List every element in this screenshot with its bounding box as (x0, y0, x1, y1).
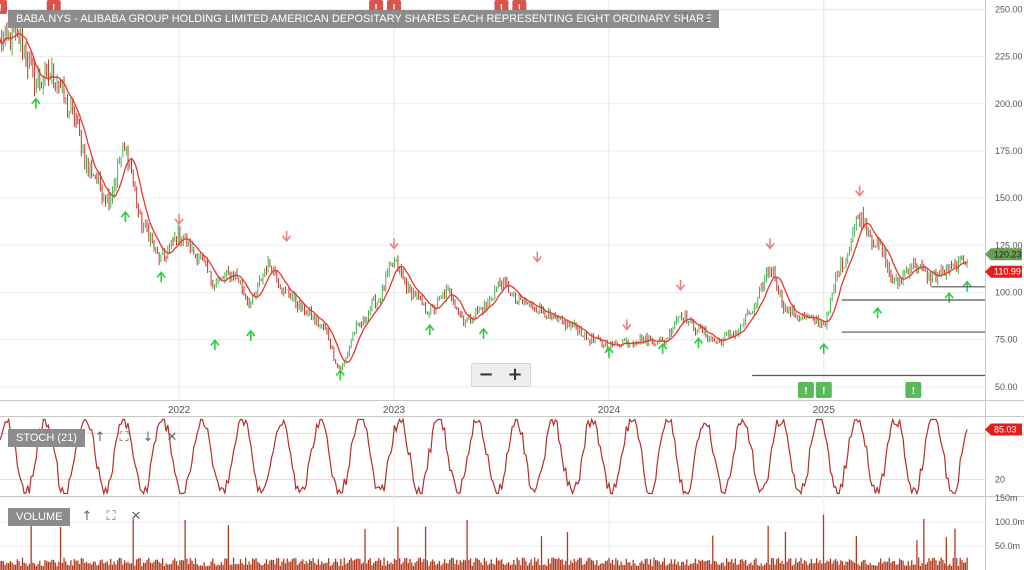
price-axis-tick: 100.00 (995, 287, 1023, 297)
arrow-up-icon[interactable]: ↑ (81, 509, 93, 524)
event-flag-label: ! (52, 3, 55, 14)
x-axis-tick: 2025 (813, 405, 836, 416)
sell-signal-arrow (855, 185, 865, 197)
buy-signal-arrow (872, 306, 883, 319)
zoom-control: − + (471, 363, 531, 387)
price-axis-tick: 75.00 (995, 335, 1018, 345)
close-icon[interactable]: ✕ (130, 509, 142, 524)
event-flag-label: ! (912, 386, 915, 397)
event-flag (815, 382, 832, 398)
sell-signal-arrow (532, 251, 542, 263)
buy-signal-arrow (604, 346, 614, 358)
price-axis-tick: 50.00 (995, 382, 1018, 392)
last-price-tag (985, 248, 1022, 261)
ma-value-tag-label: 110.99 (994, 267, 1021, 277)
moving-average-line (0, 32, 968, 364)
buy-signal-arrow (120, 210, 130, 222)
price-candles (0, 16, 968, 371)
x-axis-tick: 2023 (383, 405, 406, 416)
volume-axis-tick: 50.0m (995, 541, 1020, 551)
price-axis-tick: 150.00 (995, 193, 1023, 203)
main-pane-title[interactable]: BABA.NYS - ALIBABA GROUP HOLDING LIMITED… (8, 10, 720, 28)
price-axis-tick: 125.00 (995, 240, 1023, 250)
expand-icon[interactable]: ⛶ (119, 430, 129, 445)
event-flag-label: ! (822, 386, 825, 397)
event-flag (0, 0, 7, 14)
sell-signal-arrow (765, 238, 775, 250)
stoch-axis-tick: 20 (995, 475, 1005, 485)
sell-signal-arrow (174, 213, 184, 226)
arrow-down-icon[interactable]: ↓ (142, 430, 154, 445)
x-axis-tick: 2022 (168, 405, 191, 416)
event-flag-label: ! (0, 3, 2, 14)
buy-signal-arrow (31, 97, 41, 109)
event-flag (905, 382, 922, 398)
volume-bars (0, 514, 968, 570)
expand-icon[interactable]: ⛶ (106, 509, 116, 524)
zoom-in-button[interactable]: + (507, 364, 523, 385)
ma-value-tag (985, 265, 1022, 278)
sell-signal-arrow (389, 238, 399, 250)
close-icon[interactable]: ✕ (166, 430, 178, 445)
arrow-down-icon[interactable]: ↓ (700, 11, 712, 26)
event-flag (797, 382, 814, 398)
expand-icon[interactable]: ⛶ (677, 11, 687, 26)
event-flag-label: ! (500, 3, 503, 14)
sell-signal-arrow (281, 230, 292, 243)
stoch-value-tag (985, 423, 1022, 436)
buy-signal-arrow (819, 342, 829, 355)
price-axis-tick: 250.00 (995, 4, 1023, 14)
volume-pane-title[interactable]: VOLUME (8, 508, 71, 526)
buy-signal-arrow (693, 337, 704, 349)
event-flag-label: ! (518, 3, 521, 14)
last-price-tag-label: 120.23 (994, 249, 1022, 259)
event-flag-label: ! (374, 3, 377, 14)
volume-axis-tick: 100.0m (995, 517, 1024, 527)
buy-signal-arrow (658, 342, 668, 355)
buy-signal-arrow (425, 323, 435, 336)
arrow-up-icon[interactable]: ↑ (94, 430, 106, 445)
buy-signal-arrow (335, 369, 345, 381)
buy-signal-arrow (156, 271, 166, 283)
event-flag-label: ! (804, 386, 807, 397)
sell-signal-arrow (675, 279, 686, 292)
stoch-line (0, 417, 968, 496)
price-axis-tick: 225.00 (995, 52, 1023, 62)
stoch-value-label: 85.03 (994, 425, 1017, 435)
price-axis-tick: 175.00 (995, 146, 1023, 156)
buy-signal-arrow (944, 291, 954, 304)
volume-axis-tick: 150m (995, 493, 1018, 503)
buy-signal-arrow (246, 329, 256, 341)
x-axis-tick: 2024 (598, 405, 621, 416)
zoom-out-button[interactable]: − (478, 364, 494, 385)
stoch-pane-title[interactable]: STOCH (21) (8, 429, 85, 447)
price-axis-tick: 200.00 (995, 99, 1023, 109)
buy-signal-arrow (478, 327, 489, 339)
sell-signal-arrow (622, 319, 632, 331)
buy-signal-arrow (210, 339, 220, 351)
event-flag-label: ! (392, 3, 395, 14)
